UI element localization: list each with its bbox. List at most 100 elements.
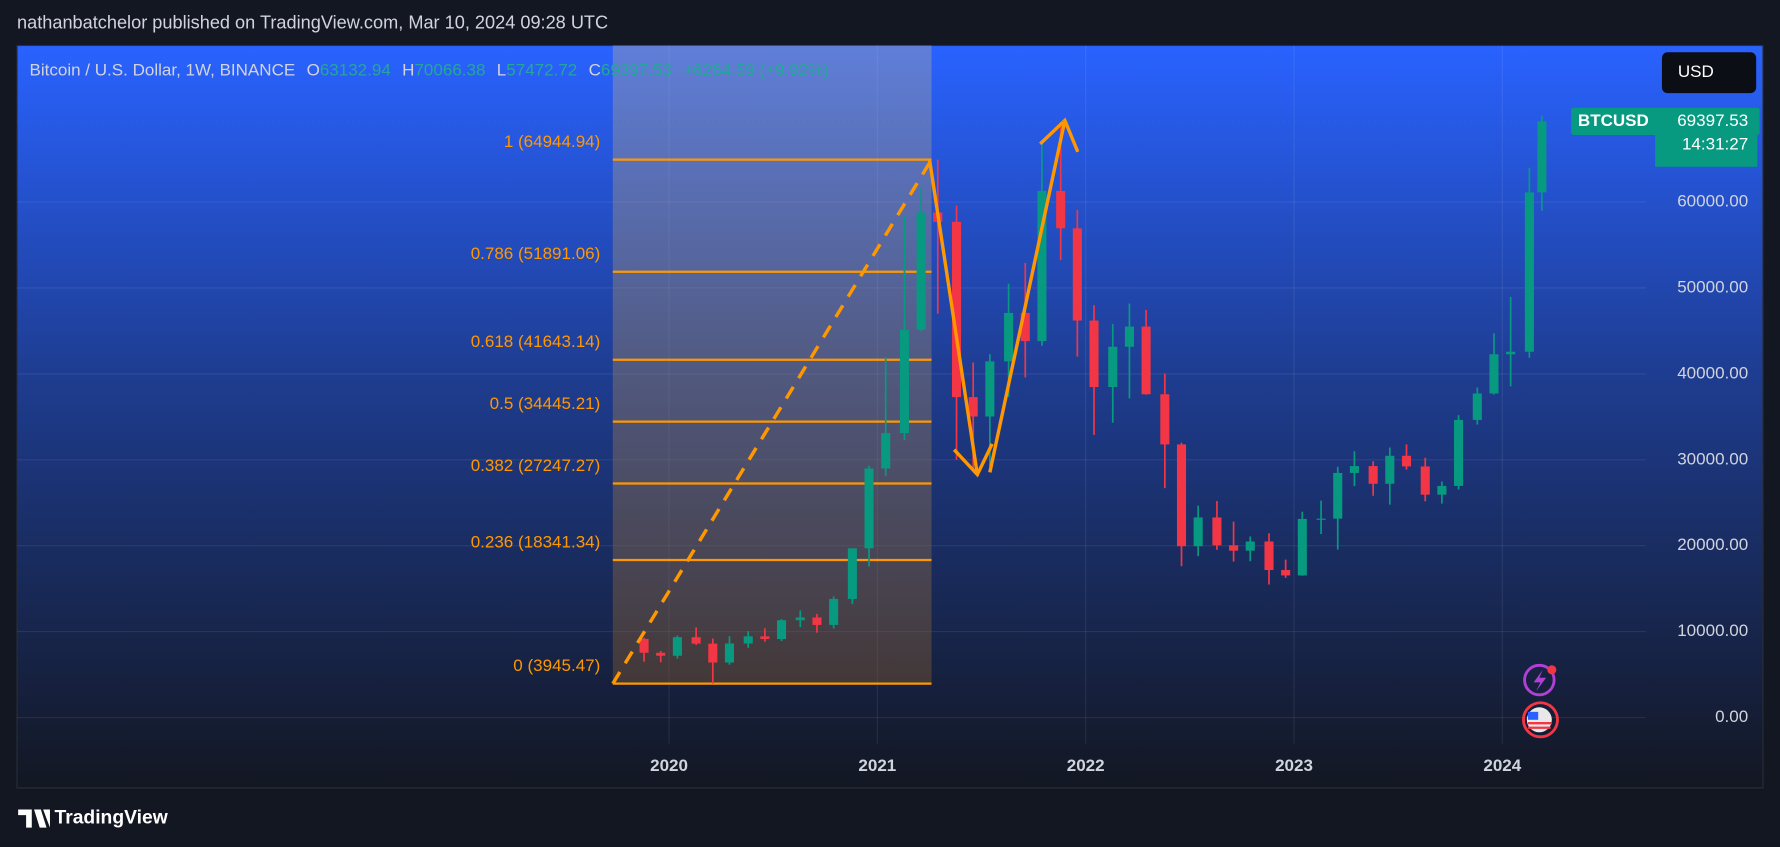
candle-body [968, 397, 978, 417]
candle-body [1264, 541, 1274, 571]
candle-body [691, 637, 701, 644]
candle-body [743, 636, 753, 644]
candle-body [1368, 466, 1378, 484]
candle-body [777, 620, 787, 640]
last-price: 69397.53 [1677, 111, 1748, 130]
ohlc-key: O [307, 60, 320, 79]
candle-body [951, 221, 962, 398]
candle-body [1037, 190, 1047, 342]
y-tick-label: 50000.00 [1677, 277, 1748, 296]
ohlc-key: C [589, 60, 601, 79]
candle-body [672, 637, 682, 656]
arrow-head [1039, 117, 1080, 153]
y-tick-label: 30000.00 [1677, 449, 1748, 468]
y-tick-label: 60000.00 [1677, 192, 1748, 211]
candle-body [1020, 312, 1030, 342]
candle-body [1506, 351, 1516, 355]
candle-body [1472, 393, 1482, 420]
candle-body [1245, 541, 1255, 551]
y-tick-label: 0.00 [1715, 707, 1748, 726]
brand-logo [18, 809, 50, 828]
candle-body [708, 643, 718, 663]
candle-body [829, 598, 839, 625]
candle-body [724, 643, 735, 663]
plot-layer: 0.00 10000.00 20000.00 30000.00 40000.00 5000… [17, 45, 1760, 775]
ohlc-value: 69397.53 [601, 60, 672, 79]
drawing-line [611, 158, 933, 685]
fib-label: 0 (3945.47) [513, 656, 600, 675]
candle-body [1297, 518, 1307, 576]
candle-body [1420, 466, 1430, 495]
candle-body [985, 361, 995, 417]
countdown-tag [1655, 132, 1758, 167]
currency-label[interactable]: USD [1678, 62, 1714, 81]
ohlc-value: 63132.94 [320, 60, 391, 79]
ohlc-value: 57472.72 [506, 60, 577, 79]
candle-body [760, 636, 770, 640]
legend: Bitcoin / U.S. Dollar, 1W, BINANCE O63132… [30, 60, 829, 79]
candle-body [1489, 354, 1499, 394]
fib-label: 0.786 (51891.06) [471, 244, 601, 263]
candle-body [1349, 466, 1359, 473]
candle-body [1193, 517, 1203, 547]
candle-body [1056, 190, 1066, 229]
candle-body [1437, 485, 1447, 495]
symbol-name: BTCUSD [1578, 111, 1649, 130]
fib-label: 0.236 (18341.34) [471, 532, 601, 551]
events-icon[interactable] [1522, 701, 1559, 739]
candle-body [1401, 455, 1412, 467]
x-tick-label: 2022 [1067, 756, 1105, 775]
candle-body [1089, 320, 1099, 388]
y-tick-label: 20000.00 [1677, 535, 1748, 554]
candle-body [1524, 192, 1534, 352]
candle-body [795, 617, 805, 621]
x-tick-label: 2023 [1275, 756, 1313, 775]
candle-body [1108, 346, 1118, 388]
candle-body [1229, 545, 1239, 551]
x-tick-label: 2021 [858, 756, 896, 775]
drawing-line [927, 158, 980, 475]
candle-body [1316, 518, 1326, 520]
candle-body [916, 212, 926, 330]
symbol-tag [1571, 107, 1760, 135]
x-tick-label: 2024 [1483, 756, 1521, 775]
fib-label: 0.618 (41643.14) [471, 332, 601, 351]
fib-label: 1 (64944.94) [504, 132, 601, 151]
candle-body [1124, 326, 1134, 347]
candle-body [847, 548, 857, 599]
candle-body [656, 652, 666, 656]
y-tick-label: 40000.00 [1677, 363, 1748, 382]
change: +6264.59 (+9.92%) [683, 60, 829, 79]
currency-button[interactable] [1661, 52, 1757, 94]
candle-body [639, 638, 649, 653]
x-tick-label: 2020 [650, 756, 688, 775]
candle-body [881, 433, 891, 469]
candle-body [1454, 419, 1464, 486]
candle-body [1385, 455, 1395, 484]
countdown: 14:31:27 [1682, 135, 1748, 154]
drawing-line [988, 120, 1067, 473]
y-tick-label: 10000.00 [1677, 621, 1748, 640]
candle-body [1141, 326, 1151, 395]
ohlc-key: H [402, 60, 414, 79]
candle-body [1176, 444, 1187, 547]
candle-body [1212, 517, 1222, 546]
candle-body [1160, 394, 1170, 445]
ohlc-key: L [497, 60, 506, 79]
fib-zone [612, 45, 932, 684]
arrow-head [952, 443, 994, 478]
brand-name: TradingView [54, 808, 168, 829]
candle-body [812, 617, 822, 625]
publisher-line: nathanbatchelor published on TradingView… [17, 13, 608, 33]
footer-bar [0, 790, 1780, 847]
candle-body [864, 468, 874, 549]
fib-label: 0.382 (27247.27) [471, 456, 601, 475]
candle-body [1537, 121, 1547, 193]
candle-body [1333, 472, 1343, 519]
candle-body [1072, 228, 1082, 321]
alert-icon[interactable] [1523, 663, 1557, 697]
symbol-title: Bitcoin / U.S. Dollar, 1W, BINANCE [30, 60, 296, 79]
candle-body [1004, 312, 1014, 362]
